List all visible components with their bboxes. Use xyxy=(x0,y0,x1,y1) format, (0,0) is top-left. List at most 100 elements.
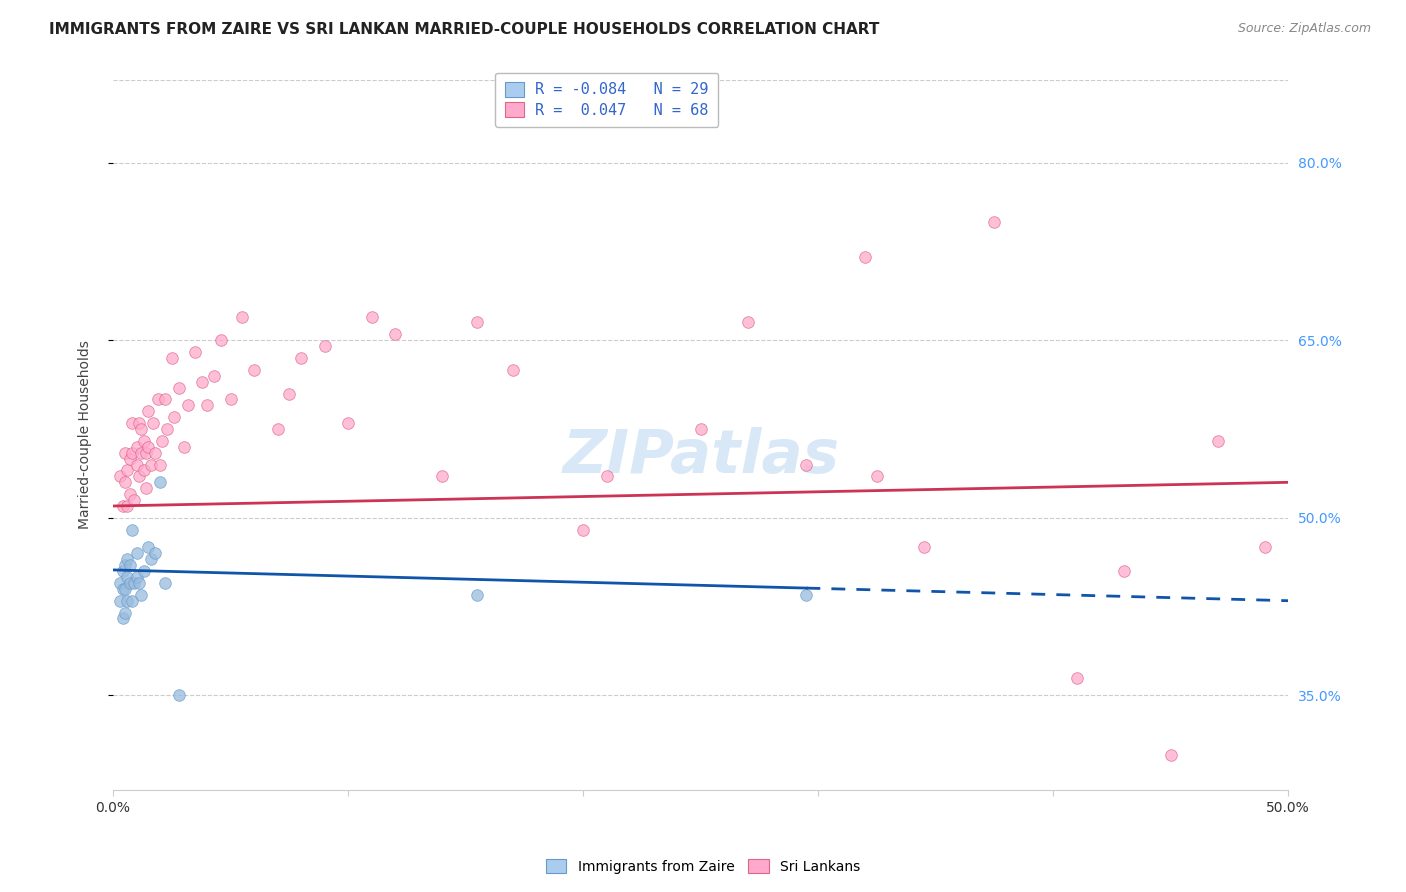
Point xyxy=(1253,541,1275,555)
Text: ZIPatlas: ZIPatlas xyxy=(562,426,839,486)
Point xyxy=(796,458,818,472)
Point xyxy=(983,215,1005,229)
Point xyxy=(152,434,174,448)
Y-axis label: Married-couple Households: Married-couple Households xyxy=(79,341,93,529)
Point xyxy=(115,552,138,566)
Point xyxy=(163,410,186,425)
Point xyxy=(118,487,141,501)
Point xyxy=(108,576,131,591)
Point xyxy=(853,251,876,265)
Point xyxy=(149,475,172,490)
Legend: Immigrants from Zaire, Sri Lankans: Immigrants from Zaire, Sri Lankans xyxy=(538,852,868,880)
Point xyxy=(142,416,165,430)
Point xyxy=(108,469,131,483)
Point xyxy=(118,576,141,591)
Point xyxy=(128,469,150,483)
Legend: R = -0.084   N = 29, R =  0.047   N = 68: R = -0.084 N = 29, R = 0.047 N = 68 xyxy=(495,72,718,128)
Point xyxy=(266,422,288,436)
Point xyxy=(160,351,183,365)
Point xyxy=(167,689,190,703)
Point xyxy=(202,368,225,383)
Point xyxy=(149,458,172,472)
Point xyxy=(121,416,143,430)
Point xyxy=(1206,434,1229,448)
Point xyxy=(125,546,148,560)
Point xyxy=(595,469,617,483)
Point xyxy=(145,546,167,560)
Point xyxy=(114,606,136,620)
Point xyxy=(118,451,141,466)
Point xyxy=(114,475,136,490)
Point xyxy=(115,499,138,513)
Point xyxy=(121,446,143,460)
Point xyxy=(796,588,818,602)
Point xyxy=(122,493,145,508)
Point xyxy=(572,523,595,537)
Point xyxy=(132,463,155,477)
Text: IMMIGRANTS FROM ZAIRE VS SRI LANKAN MARRIED-COUPLE HOUSEHOLDS CORRELATION CHART: IMMIGRANTS FROM ZAIRE VS SRI LANKAN MARR… xyxy=(49,22,880,37)
Point xyxy=(502,363,524,377)
Point xyxy=(384,327,406,342)
Point xyxy=(1112,564,1135,578)
Point xyxy=(138,541,160,555)
Point xyxy=(153,392,176,407)
Point xyxy=(360,310,382,324)
Point xyxy=(111,582,134,596)
Point xyxy=(209,333,232,347)
Point xyxy=(167,381,190,395)
Point xyxy=(132,434,155,448)
Point xyxy=(243,363,266,377)
Point xyxy=(1066,671,1088,685)
Point xyxy=(231,310,253,324)
Point xyxy=(145,446,167,460)
Point xyxy=(114,446,136,460)
Point xyxy=(108,593,131,607)
Point xyxy=(737,316,759,330)
Point xyxy=(139,552,162,566)
Point xyxy=(122,576,145,591)
Point xyxy=(139,458,162,472)
Point xyxy=(111,564,134,578)
Point xyxy=(125,570,148,584)
Point xyxy=(125,458,148,472)
Point xyxy=(111,611,134,625)
Point xyxy=(177,398,200,412)
Point xyxy=(467,588,489,602)
Point xyxy=(219,392,242,407)
Point xyxy=(115,593,138,607)
Point xyxy=(114,582,136,596)
Point xyxy=(173,440,195,454)
Point xyxy=(337,416,360,430)
Point xyxy=(128,576,150,591)
Point xyxy=(138,404,160,418)
Point xyxy=(118,558,141,573)
Point xyxy=(290,351,312,365)
Point xyxy=(314,339,336,353)
Point xyxy=(689,422,711,436)
Point xyxy=(135,481,157,495)
Point xyxy=(135,446,157,460)
Point xyxy=(115,463,138,477)
Point xyxy=(138,440,160,454)
Point xyxy=(184,345,207,359)
Point xyxy=(132,564,155,578)
Point xyxy=(111,499,134,513)
Point xyxy=(866,469,889,483)
Point xyxy=(467,316,489,330)
Point xyxy=(430,469,453,483)
Point xyxy=(153,576,176,591)
Point xyxy=(1160,747,1182,762)
Point xyxy=(128,416,150,430)
Point xyxy=(156,422,179,436)
Point xyxy=(131,446,153,460)
Point xyxy=(146,392,169,407)
Point xyxy=(121,593,143,607)
Point xyxy=(115,570,138,584)
Point xyxy=(131,588,153,602)
Point xyxy=(195,398,218,412)
Point xyxy=(131,422,153,436)
Point xyxy=(114,558,136,573)
Text: Source: ZipAtlas.com: Source: ZipAtlas.com xyxy=(1237,22,1371,36)
Point xyxy=(278,386,301,401)
Point xyxy=(191,375,214,389)
